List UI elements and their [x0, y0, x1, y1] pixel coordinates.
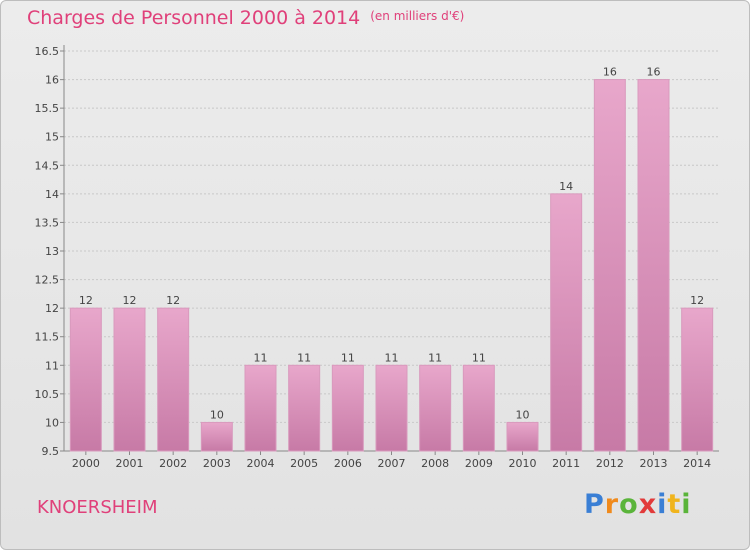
- bars: [69, 79, 714, 452]
- y-tick-label: 9.5: [42, 445, 60, 458]
- y-tick-label: 14: [45, 188, 59, 201]
- bar: [419, 364, 452, 452]
- bar: [375, 364, 408, 452]
- x-tick-label: 2003: [203, 457, 231, 470]
- value-label: 11: [297, 351, 311, 364]
- x-tick-label: 2001: [116, 457, 144, 470]
- y-tick-label: 13: [45, 245, 59, 258]
- x-tick-label: 2005: [290, 457, 318, 470]
- value-label: 12: [166, 294, 180, 307]
- x-tick-label: 2011: [552, 457, 580, 470]
- y-tick-label: 11: [45, 359, 59, 372]
- y-tick-label: 12: [45, 302, 59, 315]
- bar: [244, 364, 277, 452]
- bar: [593, 79, 626, 452]
- x-tick-label: 2000: [72, 457, 100, 470]
- bar: [113, 307, 146, 452]
- chart-subtitle: (en milliers d'€): [370, 9, 465, 23]
- value-label: 14: [559, 180, 573, 193]
- value-label: 16: [647, 66, 661, 79]
- bar: [331, 364, 364, 452]
- x-tick-label: 2010: [509, 457, 537, 470]
- bar: [69, 307, 102, 452]
- value-label: 11: [254, 351, 268, 364]
- y-tick-label: 10: [45, 416, 59, 429]
- value-label: 12: [123, 294, 137, 307]
- value-label: 11: [341, 351, 355, 364]
- value-labels: 12 12 12 10 11 11 11 11 11 11 10 14 16 16 12: [79, 66, 704, 422]
- bar: [637, 79, 670, 452]
- value-label: 11: [472, 351, 486, 364]
- value-label: 10: [516, 408, 530, 421]
- proxiti-logo: Proxiti: [584, 489, 692, 520]
- x-tick-label: 2008: [421, 457, 449, 470]
- value-label: 12: [690, 294, 704, 307]
- x-tick-label: 2013: [640, 457, 668, 470]
- x-tick-label: 2006: [334, 457, 362, 470]
- bar: [681, 307, 714, 452]
- value-label: 16: [603, 66, 617, 79]
- value-label: 12: [79, 294, 93, 307]
- y-tick-label: 12.5: [35, 274, 60, 287]
- y-tick-label: 15: [45, 131, 59, 144]
- bar: [288, 364, 321, 452]
- x-tick-label: 2009: [465, 457, 493, 470]
- value-label: 10: [210, 408, 224, 421]
- x-tick-label: 2002: [159, 457, 187, 470]
- x-tick-label: 2004: [247, 457, 275, 470]
- y-tick-labels: 9.5 10 10.5 11 11.5 12 12.5 13 13.5 14 14.5 15 15.5 1…: [35, 45, 60, 458]
- chart-title: Charges de Personnel 2000 à 2014 (en mill…: [27, 7, 464, 29]
- y-tick-label: 14.5: [35, 159, 60, 172]
- y-tick-label: 13.5: [35, 216, 60, 229]
- y-tick-label: 10.5: [35, 388, 60, 401]
- city-name: KNOERSHEIM: [37, 497, 158, 518]
- y-tick-label: 15.5: [35, 102, 60, 115]
- x-tick-labels: 2000 2001 2002 2003 2004 2005 2006 2007 2008 2009…: [72, 457, 711, 470]
- value-label: 11: [385, 351, 399, 364]
- bar: [462, 364, 495, 452]
- bar: [157, 307, 190, 452]
- value-label: 11: [428, 351, 442, 364]
- bar: [200, 421, 233, 452]
- y-tick-label: 16: [45, 74, 59, 87]
- bar: [550, 193, 583, 452]
- bar: [506, 421, 539, 452]
- y-tick-label: 16.5: [35, 45, 60, 58]
- x-tick-label: 2014: [683, 457, 711, 470]
- x-tick-label: 2012: [596, 457, 624, 470]
- y-tick-label: 11.5: [35, 331, 60, 344]
- x-tick-label: 2007: [378, 457, 406, 470]
- title-text: Charges de Personnel 2000 à 2014: [27, 7, 361, 29]
